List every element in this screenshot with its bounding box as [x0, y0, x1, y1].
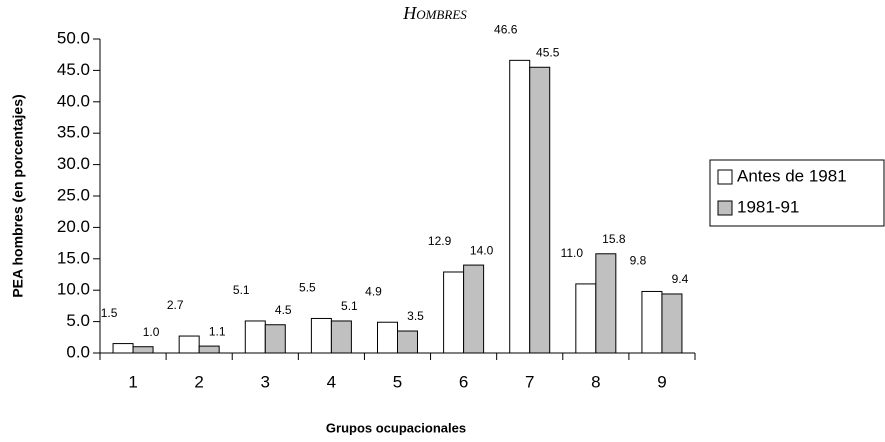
legend-swatch	[717, 169, 733, 185]
x-tick-label: 5	[393, 372, 402, 391]
x-axis-label: Grupos ocupacionales	[326, 420, 466, 435]
bar	[509, 59, 531, 354]
bar	[575, 283, 597, 354]
bar	[264, 324, 286, 354]
y-tick-label: 35.0	[57, 123, 90, 142]
value-label: 9.4	[672, 272, 689, 286]
legend-label: Antes de 1981	[737, 166, 847, 185]
value-label: 11.0	[561, 246, 584, 260]
bar	[529, 66, 551, 354]
value-label: 5.5	[299, 281, 316, 295]
value-label: 12.9	[428, 234, 452, 248]
value-label: 1.0	[143, 325, 160, 339]
value-label: 5.1	[233, 283, 250, 297]
x-tick-label: 9	[657, 372, 666, 391]
x-tick-label: 7	[525, 372, 534, 391]
legend	[709, 159, 885, 227]
x-tick-label: 2	[194, 372, 203, 391]
value-label: 46.6	[494, 23, 518, 37]
value-label: 2.7	[167, 298, 184, 312]
value-label: 5.1	[341, 299, 358, 313]
bar	[330, 320, 352, 354]
y-tick-label: 30.0	[57, 154, 90, 173]
y-tick-label: 10.0	[57, 280, 90, 299]
y-tick-label: 25.0	[57, 185, 90, 204]
bar	[397, 330, 418, 354]
chart-title: Hombres	[402, 3, 467, 23]
value-label: 1.5	[101, 306, 118, 320]
x-tick-label: 6	[459, 372, 468, 391]
value-label: 14.0	[470, 243, 494, 257]
y-tick-label: 5.0	[66, 311, 90, 330]
y-tick-label: 45.0	[57, 60, 90, 79]
bar	[198, 345, 220, 354]
value-label: 1.1	[209, 324, 226, 338]
value-label: 3.5	[407, 309, 424, 323]
y-tick-label: 20.0	[57, 217, 90, 236]
y-axis-label: PEA hombres (en porcentajes)	[10, 94, 26, 297]
x-tick-label: 3	[261, 372, 270, 391]
bar	[463, 264, 485, 354]
y-tick-label: 50.0	[57, 28, 90, 47]
value-label: 15.8	[602, 232, 626, 246]
bar	[377, 321, 398, 354]
value-label: 9.8	[630, 254, 647, 268]
bar	[244, 320, 266, 354]
y-tick-label: 40.0	[57, 91, 90, 110]
bar	[443, 271, 465, 354]
bar	[178, 335, 200, 354]
x-tick-label: 8	[591, 372, 600, 391]
bar	[112, 343, 134, 354]
x-tick-label: 4	[327, 372, 336, 391]
bar	[661, 293, 683, 354]
legend-label: 1981-91	[737, 197, 799, 216]
y-tick-label: 15.0	[57, 248, 90, 267]
value-label: 45.5	[536, 45, 560, 59]
bar	[310, 317, 332, 354]
value-label: 4.5	[275, 303, 292, 317]
legend-swatch	[717, 200, 733, 216]
bar	[132, 346, 154, 354]
value-label: 4.9	[365, 284, 382, 298]
y-tick-label: 0.0	[66, 342, 90, 361]
x-tick-label: 1	[128, 372, 137, 391]
bar	[595, 253, 617, 354]
bar	[641, 290, 663, 354]
